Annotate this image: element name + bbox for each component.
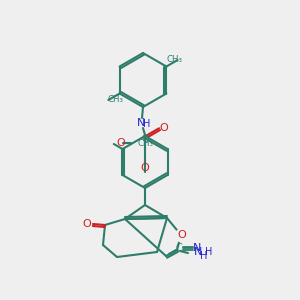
Text: N: N bbox=[137, 118, 145, 128]
Text: O: O bbox=[160, 123, 168, 133]
Text: H: H bbox=[200, 251, 207, 261]
Text: CH₃: CH₃ bbox=[138, 139, 154, 148]
Text: O: O bbox=[141, 163, 149, 173]
Text: CH₃: CH₃ bbox=[167, 55, 183, 64]
Text: CH₃: CH₃ bbox=[107, 95, 123, 104]
Text: C: C bbox=[176, 243, 182, 253]
Text: N: N bbox=[194, 247, 202, 257]
Text: O: O bbox=[82, 219, 91, 229]
Text: O: O bbox=[178, 230, 186, 240]
Text: H: H bbox=[143, 119, 151, 129]
Text: O: O bbox=[117, 138, 126, 148]
Text: N: N bbox=[193, 243, 201, 253]
Text: H: H bbox=[205, 247, 212, 257]
Text: C: C bbox=[142, 134, 148, 144]
